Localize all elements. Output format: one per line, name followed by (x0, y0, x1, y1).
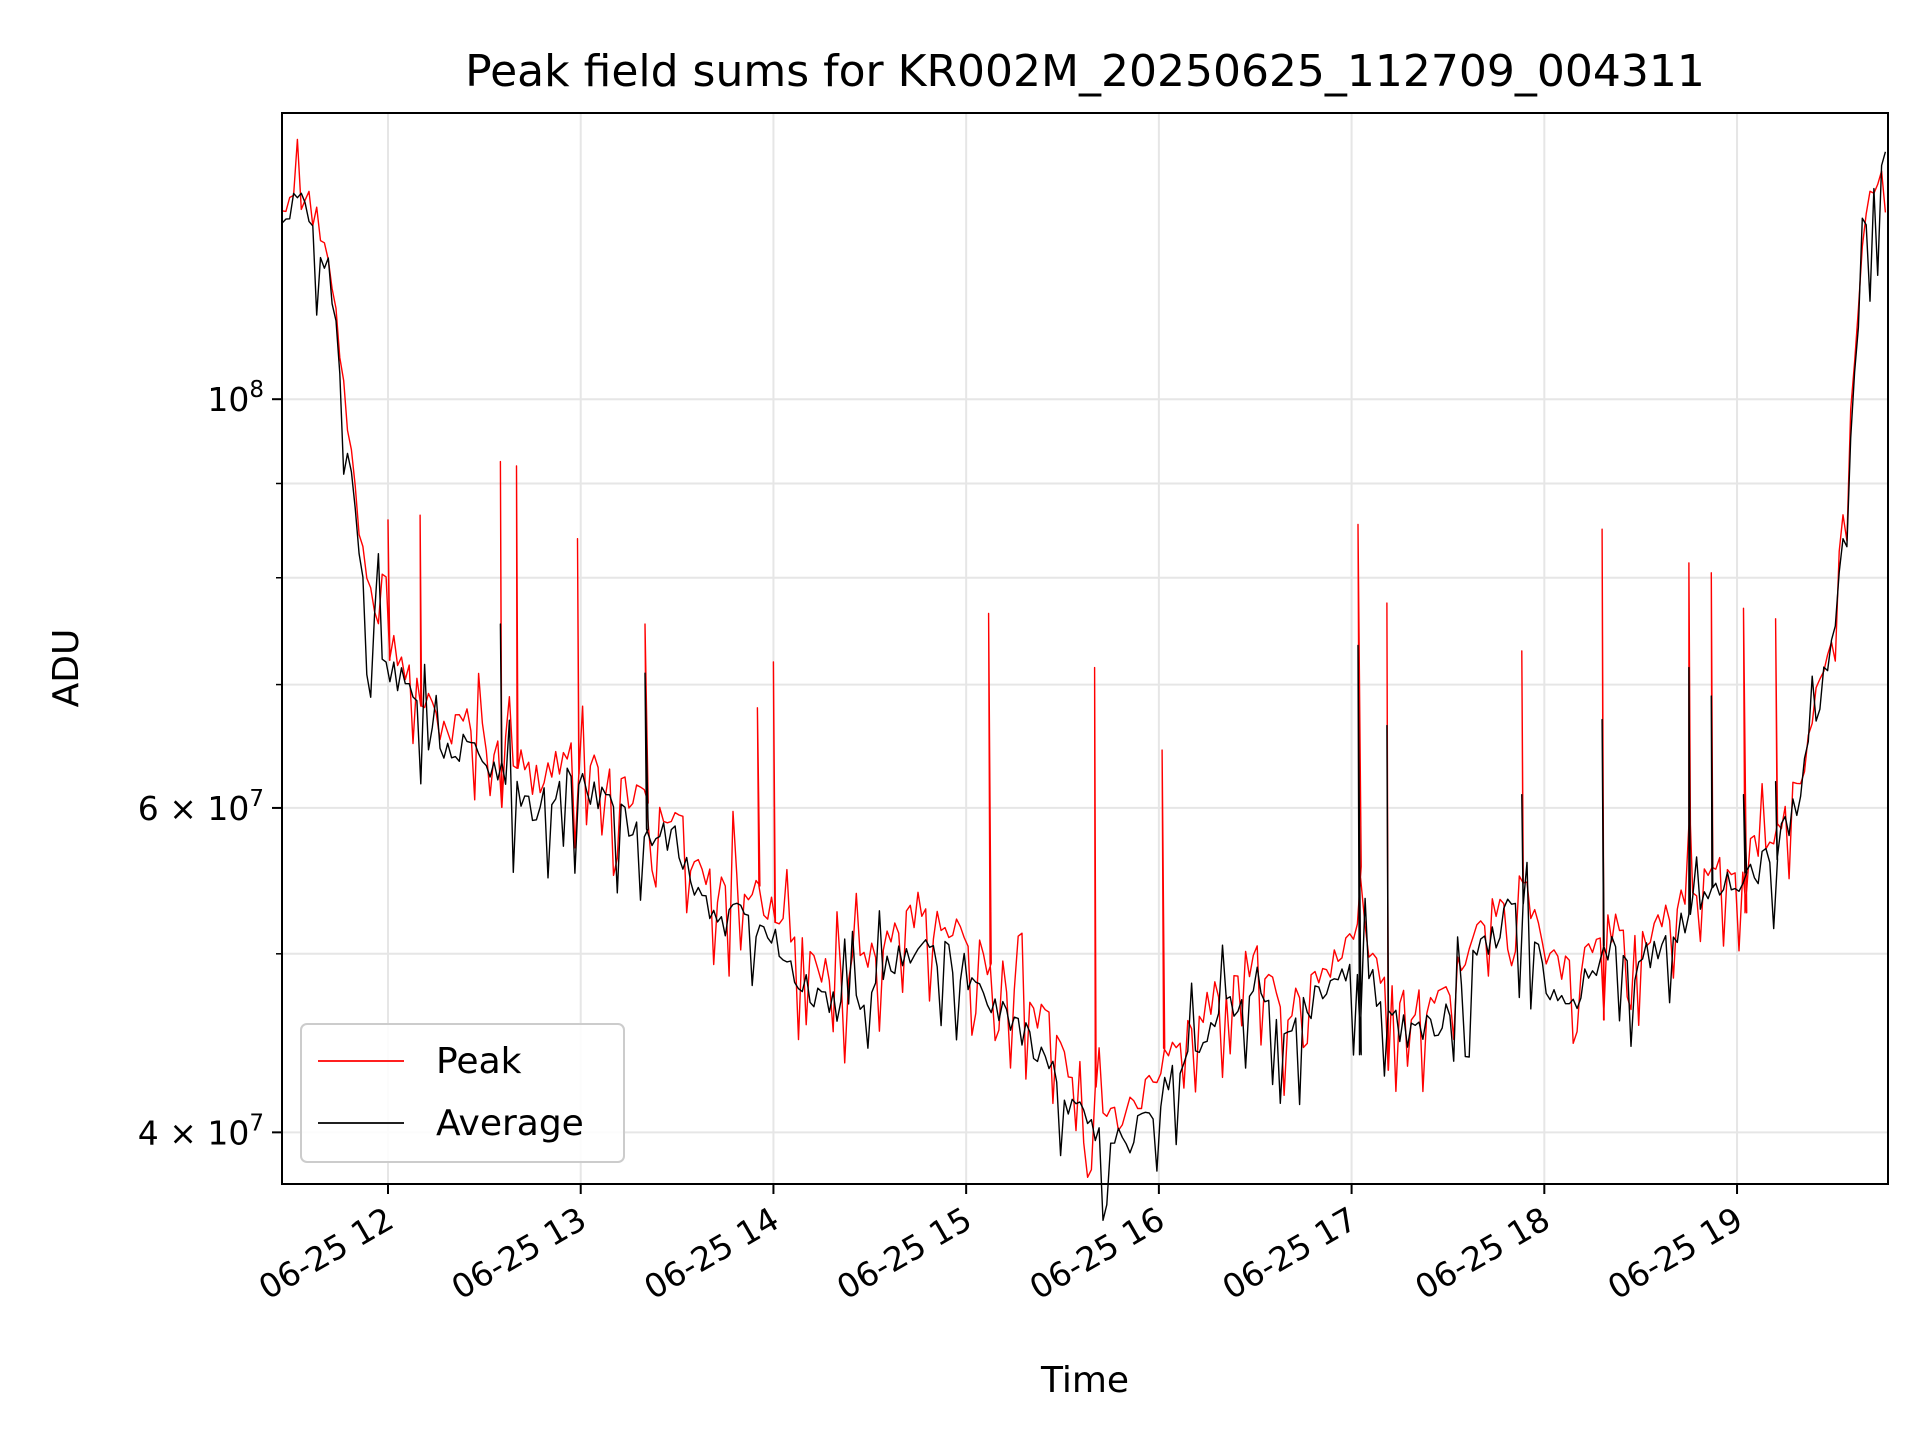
chart-title: Peak field sums for KR002M_20250625_1127… (465, 46, 1705, 97)
y-tick-label: 4 × 107 (138, 1110, 264, 1152)
series-line-average (281, 151, 1887, 1221)
y-tick-label: 108 (207, 377, 264, 419)
y-axis-title: ADU (46, 629, 87, 708)
legend: Peak Average (300, 1023, 625, 1163)
legend-box (300, 1023, 625, 1163)
x-axis-title: Time (1040, 1360, 1129, 1401)
grid (282, 113, 1888, 1184)
y-tick-label: 6 × 107 (138, 786, 264, 828)
series-line-peak (281, 138, 1887, 1178)
legend-label-peak: Peak (436, 1041, 522, 1082)
legend-label-average: Average (436, 1103, 584, 1144)
plot-area (281, 138, 1887, 1221)
y-axis: 4 × 107 6 × 107 108 (138, 377, 282, 1152)
plot-frame (281, 112, 1889, 1185)
